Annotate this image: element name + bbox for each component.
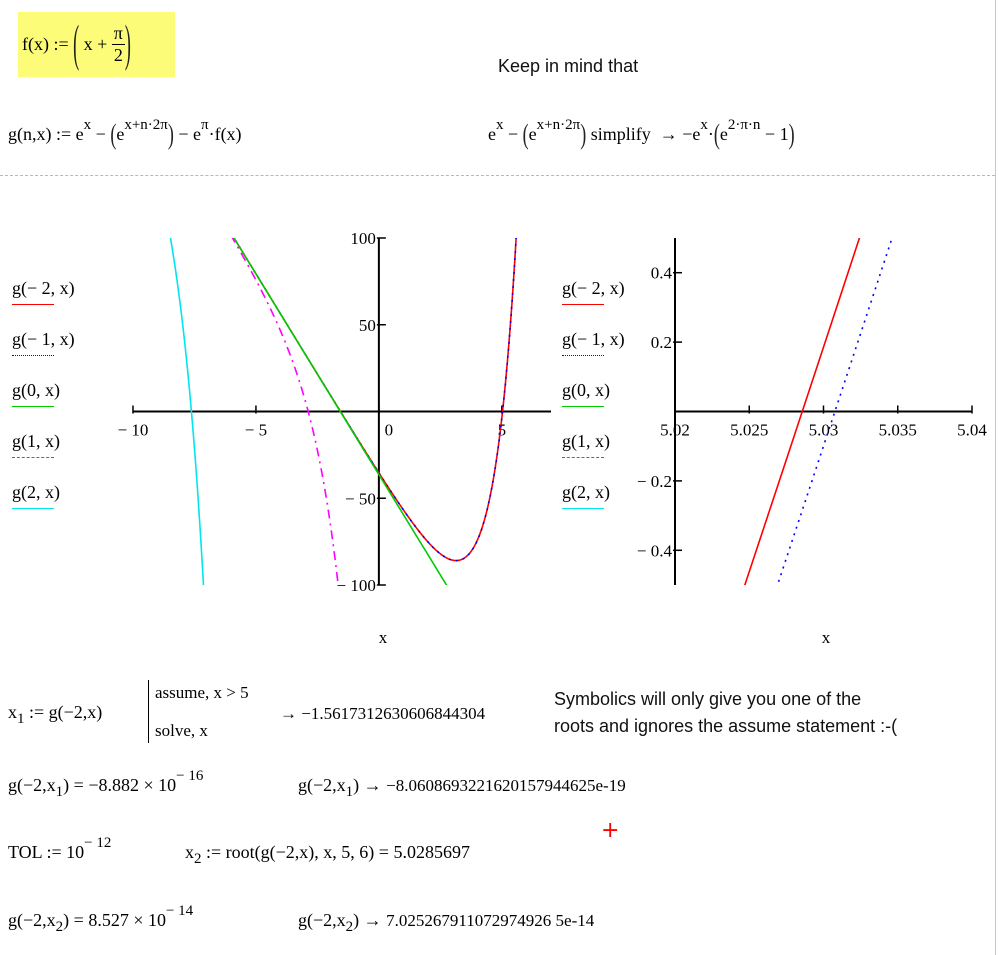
g-x2-numeric-eval[interactable]: g(−2,x2) = 8.527 × 10− 14 (8, 902, 194, 936)
curve-g-n0 (233, 238, 448, 585)
comment-line-2: roots and ignores the assume statement :… (554, 716, 898, 736)
legend-label: g(− 1, x) (562, 329, 625, 349)
x-tick-label: 0 (385, 421, 394, 440)
x-tick-label: 5 (498, 421, 507, 440)
y-tick-label: − 100 (337, 576, 376, 595)
legend-label: g(0, x) (12, 380, 60, 400)
legend-label: g(− 2, x) (562, 278, 625, 298)
legend-label: g(0, x) (562, 380, 610, 400)
curve-g-n2 (169, 238, 205, 585)
symbolic-keyword-bar (148, 680, 149, 743)
y-tick-label: 100 (350, 229, 376, 248)
g-x1-numeric-eval[interactable]: g(−2,x1) = −8.882 × 10− 16 (8, 767, 204, 801)
plot2-legend: g(− 2, x) g(− 1, x) g(0, x) g(1, x) g(2, x) (562, 278, 625, 533)
legend-line-swatch (12, 508, 54, 509)
legend-label: g(2, x) (12, 482, 60, 502)
legend-label: g(− 1, x) (12, 329, 75, 349)
legend-line-swatch (562, 508, 604, 509)
g-x2-symbolic-eval[interactable]: g(−2,x2) → 7.025267911072974926 5e-14 (298, 910, 595, 936)
g-x1-symbolic-eval[interactable]: g(−2,x1) → −8.0608693221620157944625e-19 (298, 775, 626, 801)
legend-label: g(1, x) (12, 431, 60, 451)
insertion-cursor-crosshair: + (601, 818, 620, 843)
f-lhs: f(x) (22, 34, 49, 54)
x1-solve-lhs[interactable]: x1 := g(−2,x) (8, 702, 103, 728)
f-body: x + (83, 34, 108, 54)
x-tick-label: 5.025 (730, 421, 768, 440)
g-definition[interactable]: g(n,x) := ex − (ex+n·2π) − eπ·f(x) (8, 116, 242, 150)
legend-line-swatch (562, 355, 604, 356)
legend-line-swatch (562, 457, 604, 458)
x-tick-label: 5.02 (660, 421, 690, 440)
x-tick-label: 5.035 (879, 421, 917, 440)
legend-line-swatch (12, 355, 54, 356)
x2-root-definition[interactable]: x2 := root(g(−2,x), x, 5, 6) = 5.0285697 (185, 842, 470, 868)
legend-line-swatch (562, 406, 604, 407)
curve-g-n1 (231, 238, 339, 585)
solve-keyword: solve, x (155, 721, 208, 740)
x-tick-label: 5.03 (809, 421, 839, 440)
tol-definition[interactable]: TOL := 10− 12 (8, 834, 112, 862)
solve-result: → −1.5617312630606844304 (280, 704, 486, 723)
legend-label: g(− 2, x) (12, 278, 75, 298)
y-tick-label: 0.4 (651, 264, 673, 283)
assign-operator: := (53, 34, 69, 54)
simplify-keyword: simplify (590, 124, 651, 144)
y-tick-label: 50 (359, 316, 376, 335)
y-tick-label: − 0.2 (637, 472, 672, 491)
curve-g-n-1 (233, 238, 517, 562)
note-text: Keep in mind that (498, 56, 639, 76)
legend-label: g(2, x) (562, 482, 610, 502)
simplify-expression[interactable]: ex − (ex+n·2π) simplify → −ex·(e2·π·n − … (488, 116, 795, 150)
legend-line-swatch (12, 304, 54, 305)
legend-line-swatch (562, 304, 604, 305)
curve-g-n-2 (233, 238, 517, 562)
y-tick-label: − 0.4 (637, 541, 673, 560)
x-tick-label: − 10 (118, 421, 149, 440)
x-axis-label: x (822, 628, 831, 647)
curve-g-n-2 (743, 238, 861, 585)
f-definition[interactable]: f(x) := ( x + π 2) (18, 12, 175, 77)
x-tick-label: 5.04 (957, 421, 987, 440)
legend-line-swatch (12, 406, 54, 407)
comment-line-1: Symbolics will only give you one of the (554, 689, 862, 709)
x-axis-label: x (379, 628, 388, 647)
y-tick-label: 0.2 (651, 333, 672, 352)
legend-line-swatch (12, 457, 54, 458)
worksheet-right-border (995, 0, 996, 955)
x-tick-label: − 5 (245, 421, 267, 440)
region-separator (0, 175, 995, 176)
y-tick-label: − 50 (345, 489, 376, 508)
legend-label: g(1, x) (562, 431, 610, 451)
plot1-legend: g(− 2, x) g(− 1, x) g(0, x) g(1, x) g(2, x) (12, 278, 75, 533)
assume-keyword: assume, x > 5 (155, 683, 249, 702)
